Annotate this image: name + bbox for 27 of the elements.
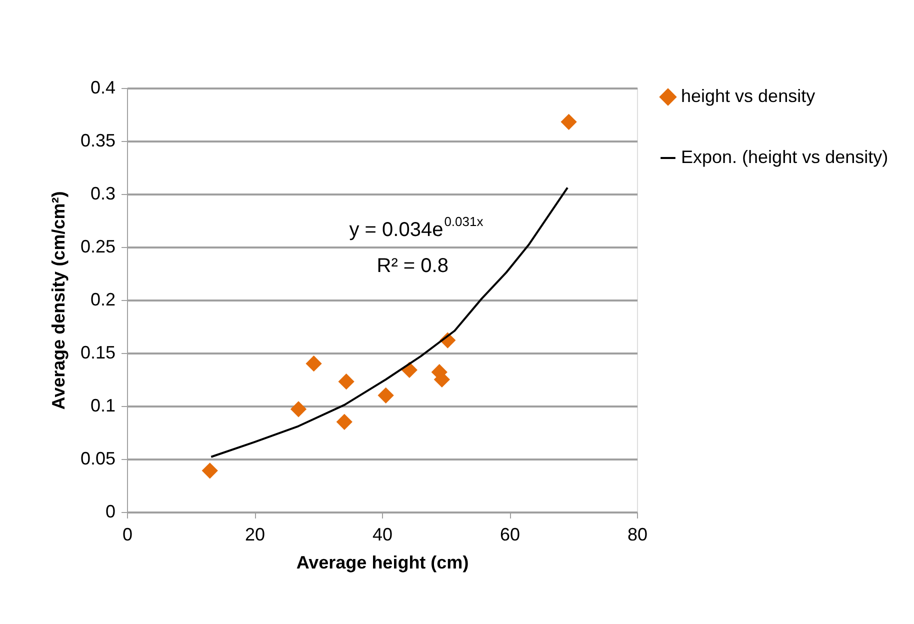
y-tick-label: 0 xyxy=(105,502,116,522)
line-series xyxy=(210,186,569,458)
y-tick-label: 0.3 xyxy=(90,184,116,204)
y-tick-label: 0.2 xyxy=(90,290,116,310)
y-tick-label: 0.15 xyxy=(80,342,116,362)
x-tick-label: 40 xyxy=(372,524,393,544)
y-tick-label: 0.4 xyxy=(90,78,116,98)
x-tick-label: 80 xyxy=(627,524,648,544)
point xyxy=(338,374,354,390)
y-tick-label: 0.05 xyxy=(80,448,116,468)
x-tick-label: 0 xyxy=(122,524,133,544)
x-tick-label: 20 xyxy=(244,524,266,544)
point xyxy=(560,114,577,130)
legend-label: Expon. (height vs density) xyxy=(681,147,888,167)
y-tick-label: 0.25 xyxy=(80,236,116,256)
point xyxy=(336,414,352,430)
point xyxy=(378,387,394,404)
x-axis-title: Average height (cm) xyxy=(296,552,469,572)
legend-label: height vs density xyxy=(681,86,816,106)
y-tick-label: 0.35 xyxy=(80,130,116,150)
y-axis-title: Average density (cm/cm²) xyxy=(48,191,68,410)
y-tick-label: 0.1 xyxy=(90,396,116,416)
annotation: R² = 0.8 xyxy=(376,255,448,277)
point xyxy=(306,356,322,372)
x-tick-label: 60 xyxy=(500,524,520,544)
point xyxy=(290,401,307,418)
point xyxy=(202,462,218,479)
